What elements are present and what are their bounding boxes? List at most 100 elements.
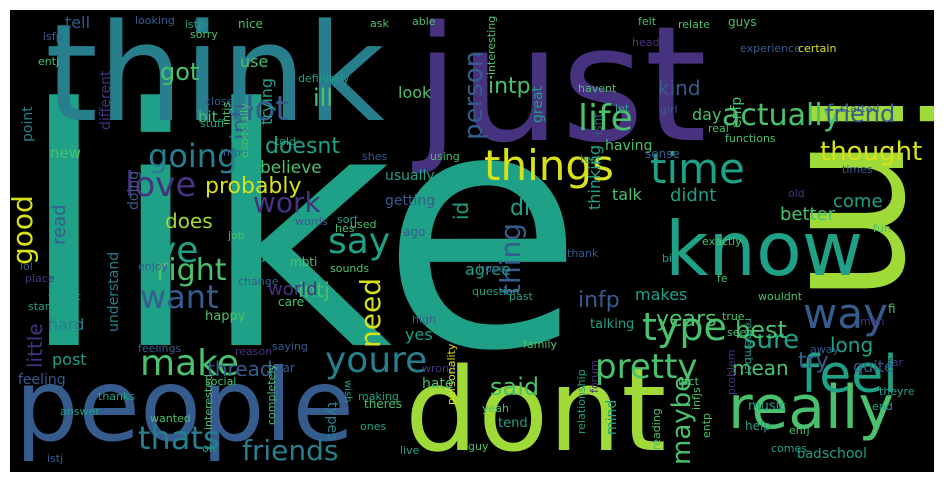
word-maybe: maybe	[667, 376, 697, 465]
word-world: world	[268, 279, 318, 300]
word-getting: getting	[385, 193, 435, 209]
word-stuff: stuff	[200, 117, 225, 130]
word-certain: certain	[798, 42, 836, 55]
word-intjs: intjs	[220, 102, 233, 125]
word-end: end	[872, 400, 893, 413]
word-ask: ask	[370, 17, 389, 30]
word-person: person	[459, 51, 489, 140]
word-nice: nice	[238, 17, 263, 31]
word-looking: looking	[135, 14, 175, 27]
word-year: year	[268, 361, 295, 375]
word-friends: friends	[242, 434, 338, 467]
word-forum: forum	[588, 360, 601, 393]
word-istj: istj	[47, 452, 63, 465]
word-point: point	[20, 106, 36, 142]
word-mean: mean	[732, 356, 789, 380]
word-told: told	[275, 135, 296, 148]
word-sort: sort	[337, 213, 359, 226]
word-fe: fe	[717, 272, 728, 285]
word-intp: intp	[488, 74, 531, 99]
word-really: really	[728, 373, 894, 443]
word-way: way	[803, 289, 888, 338]
cloud-background	[10, 10, 934, 472]
word-quite: quite	[853, 357, 894, 376]
word-makes: makes	[635, 285, 687, 304]
word-old: old	[788, 187, 805, 200]
word-right: right	[156, 253, 227, 288]
word-wrong: wrong	[422, 362, 456, 375]
word-social: social	[205, 375, 236, 388]
word-feelings: feelings	[138, 342, 181, 355]
word-types: types	[324, 402, 340, 441]
word-isfp: isfp	[43, 30, 63, 43]
word-personality: personality	[445, 343, 458, 405]
word-school: school	[822, 446, 867, 462]
word-did: did	[510, 196, 544, 221]
word-thank: thank	[567, 247, 599, 260]
word-enfj: enfj	[789, 424, 810, 437]
word-hope: hope	[478, 262, 506, 275]
word-wouldnt: wouldnt	[758, 290, 803, 303]
word-hard: hard	[48, 315, 84, 334]
word-usually: usually	[385, 168, 435, 184]
word-lol: lol	[20, 260, 33, 273]
word-love: love	[125, 165, 196, 205]
word-bad: bad	[797, 447, 821, 462]
word-seen: seen	[727, 326, 753, 339]
word-friend: friend	[825, 100, 895, 128]
word-place: place	[25, 272, 55, 285]
word-fun: fun	[873, 222, 891, 235]
word-yes: yes	[405, 325, 433, 344]
word-true: true	[722, 310, 745, 323]
word-question: question	[472, 285, 520, 298]
word-agree: agree	[465, 260, 511, 279]
word-going: going	[148, 137, 237, 175]
word-having: having	[605, 138, 652, 154]
word-think: think	[45, 10, 385, 152]
word-relationship: relationship	[575, 369, 588, 434]
word-let: let	[615, 102, 630, 115]
word-thing: thing	[494, 223, 527, 295]
word-ago: ago	[403, 225, 425, 239]
word-enfp: enfp	[729, 97, 745, 128]
word-thread: thread	[207, 357, 273, 381]
word-sounds: sounds	[330, 262, 369, 275]
word-tend: tend	[498, 416, 528, 431]
word-interesting: interesting	[485, 16, 498, 75]
word-guy: guy	[468, 440, 489, 453]
word-man: man	[860, 315, 884, 328]
word-exactly: exactly	[702, 235, 742, 248]
word-saying: saying	[272, 340, 308, 353]
word-experience: experience	[740, 42, 801, 55]
word-said: said	[490, 373, 539, 401]
word-id: id	[449, 202, 473, 220]
word-intj: intj	[298, 278, 330, 302]
word-bit: bit	[198, 108, 218, 126]
word-enjoy: enjoy	[138, 260, 169, 273]
word-able: able	[412, 15, 436, 28]
word-big: big	[662, 252, 679, 265]
word-doing: doing	[126, 171, 142, 210]
word-wanted: wanted	[150, 412, 191, 425]
word-yeah: yeah	[482, 402, 509, 415]
word-day: day	[692, 105, 721, 124]
word-sense: sense	[645, 147, 680, 161]
word-best: best	[735, 316, 787, 344]
word-thinking: thinking	[585, 145, 604, 210]
word-youre: youre	[325, 340, 427, 381]
word-wasnt: wasnt	[48, 290, 81, 303]
word-thats: thats	[138, 419, 220, 457]
word-need: need	[354, 278, 387, 348]
word-music: music	[748, 399, 786, 414]
word-read: read	[49, 204, 70, 245]
word-relate: relate	[678, 18, 710, 31]
word-live: live	[400, 444, 420, 457]
word-does: does	[165, 209, 213, 233]
word-trying: trying	[257, 78, 276, 125]
word-family: family	[523, 338, 557, 351]
word-wish: wish	[342, 380, 353, 403]
word-work: work	[253, 186, 322, 219]
word-feel: feel	[801, 345, 898, 405]
word-comes: comes	[771, 442, 807, 455]
word-making: making	[358, 390, 399, 403]
